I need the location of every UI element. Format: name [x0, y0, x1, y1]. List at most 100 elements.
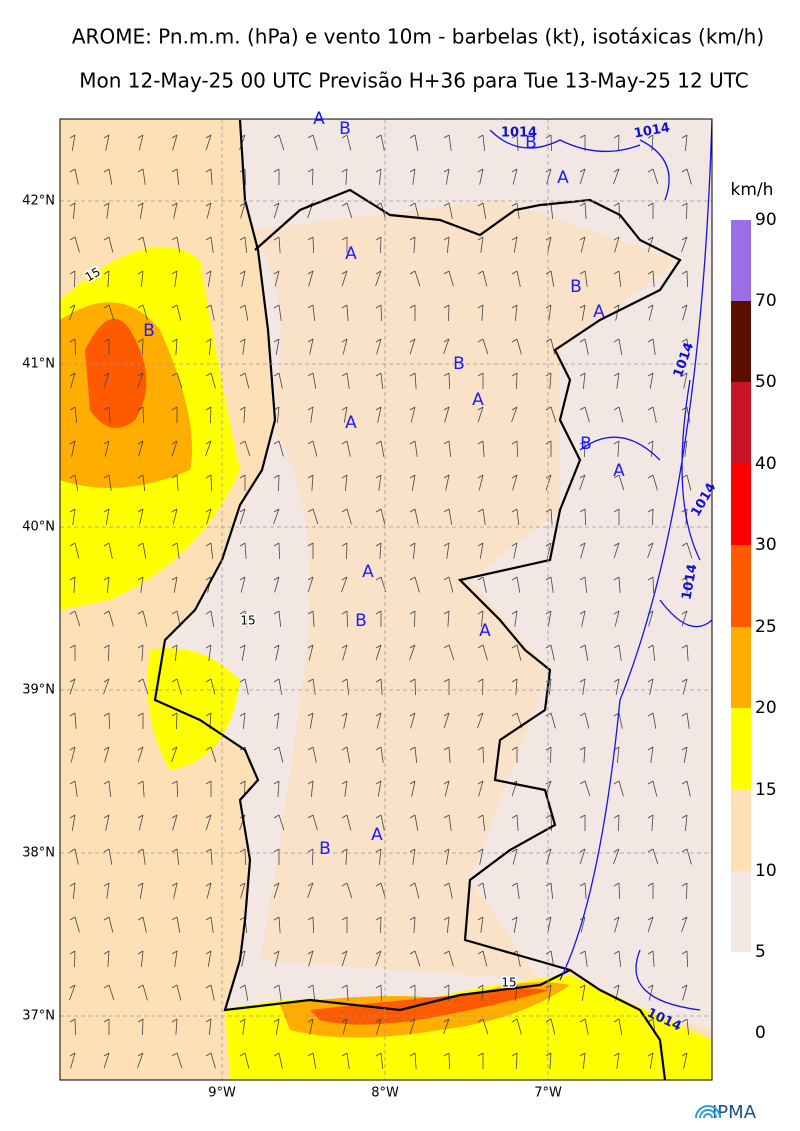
wind-barb: [341, 236, 348, 241]
wind-barb: [375, 610, 382, 615]
wind-barb: [615, 678, 620, 695]
wind-barb: [579, 168, 586, 185]
wind-barb: [686, 950, 688, 968]
wind-barb: [103, 372, 110, 389]
wind-barb: [579, 1052, 586, 1057]
wind-barb: [545, 134, 552, 139]
wind-barb: [443, 270, 450, 275]
wind-barb: [409, 372, 416, 377]
wind-barb: [274, 950, 280, 967]
wind-barb: [409, 1018, 416, 1023]
wind-barb: [613, 270, 620, 275]
pressure-marker: A: [479, 621, 491, 641]
wind-barb: [273, 984, 280, 989]
wind-barb: [409, 950, 416, 955]
wind-barb: [207, 950, 212, 967]
wind-barb: [545, 304, 552, 309]
wind-barb: [409, 1018, 416, 1035]
colorbar-tick-label: 10: [755, 861, 777, 881]
wind-barb: [278, 134, 285, 151]
wind-barb: [443, 440, 450, 445]
wind-barb: [239, 678, 246, 683]
wind-barb: [409, 168, 416, 173]
wind-barb: [516, 134, 519, 151]
wind-barb: [173, 882, 178, 899]
wind-barb: [69, 848, 76, 853]
wind-barb: [341, 950, 348, 967]
wind-barb: [414, 882, 420, 899]
colorbar-segment: [731, 708, 751, 790]
wind-barb: [176, 712, 178, 730]
colorbar-segment: [731, 627, 751, 708]
wind-barb: [69, 474, 76, 479]
wind-barb: [550, 270, 555, 287]
wind-barb: [72, 202, 76, 219]
wind-barb: [681, 610, 688, 627]
wind-barb: [683, 372, 688, 389]
wind-barb: [210, 304, 215, 321]
pressure-marker: A: [362, 562, 374, 582]
wind-barb: [649, 1052, 654, 1069]
wind-barb: [69, 746, 76, 751]
wind-barb: [205, 372, 212, 377]
wind-barb: [140, 576, 144, 593]
wind-barb: [377, 406, 382, 423]
wind-barb: [312, 134, 318, 151]
wind-barb: [244, 678, 249, 695]
wind-barb: [477, 236, 484, 241]
wind-barb: [613, 644, 620, 649]
wind-barb: [511, 814, 518, 819]
wind-barb: [613, 440, 620, 445]
wind-barb: [239, 440, 246, 445]
wind-barb: [448, 270, 454, 287]
wind-barb: [244, 168, 246, 186]
wind-barb: [375, 678, 382, 683]
wind-barb: [477, 406, 484, 423]
wind-barb: [172, 814, 178, 831]
wind-barb: [516, 508, 520, 525]
wind-barb: [478, 474, 484, 491]
wind-barb: [69, 984, 76, 1001]
wind-barb: [579, 644, 586, 649]
wind-barb: [443, 1018, 450, 1023]
wind-barb: [273, 542, 280, 547]
wind-barb: [686, 202, 688, 220]
wind-barb: [103, 338, 110, 343]
wind-barb: [341, 508, 348, 513]
wind-barb: [307, 134, 314, 139]
wind-barb: [239, 882, 246, 887]
wind-barb: [652, 780, 658, 797]
wind-barb: [171, 304, 178, 309]
wind-barb: [482, 440, 485, 457]
wind-barb: [275, 1018, 280, 1035]
wind-barb: [74, 848, 79, 865]
wind-barb: [276, 406, 280, 423]
pressure-marker: A: [371, 825, 383, 845]
wind-barb: [618, 202, 620, 220]
wind-barb: [647, 202, 654, 207]
wind-barb: [69, 644, 76, 649]
wind-barb: [273, 780, 280, 785]
wind-barb: [72, 508, 76, 525]
wind-barb: [647, 134, 654, 139]
wind-barb: [241, 644, 246, 661]
wind-barb: [446, 542, 450, 559]
wind-barb: [171, 440, 178, 457]
colorbar-unit: km/h: [731, 180, 774, 200]
wind-barb: [137, 338, 144, 343]
wind-barb: [681, 916, 688, 921]
wind-barb: [443, 474, 450, 479]
wind-barb: [376, 338, 382, 355]
wind-barb: [409, 644, 416, 649]
wind-barb: [341, 746, 348, 751]
wind-barb: [69, 814, 76, 819]
wind-barb: [482, 338, 489, 355]
wind-barb: [376, 712, 382, 729]
wind-barb: [477, 168, 484, 173]
wind-barb: [412, 168, 416, 185]
wind-barb: [579, 1018, 586, 1023]
wind-barb: [477, 406, 484, 411]
wind-barb: [241, 950, 246, 967]
wind-barb: [550, 338, 556, 355]
wind-barb: [681, 916, 688, 933]
